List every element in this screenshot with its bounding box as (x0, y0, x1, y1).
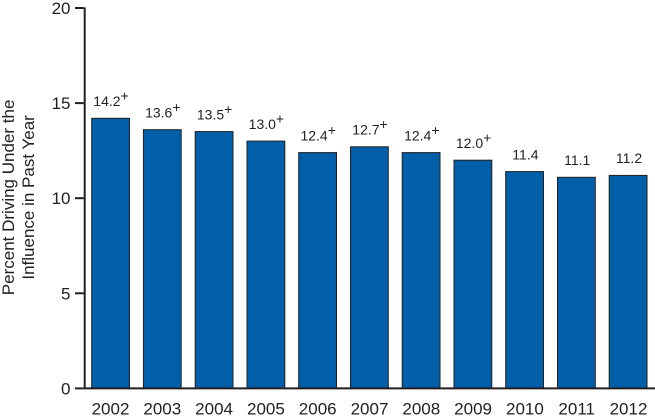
svg-text:15: 15 (52, 94, 71, 113)
svg-text:13.0+: 13.0+ (249, 110, 284, 131)
svg-text:2008: 2008 (402, 399, 440, 418)
svg-text:5: 5 (61, 284, 70, 303)
svg-text:2007: 2007 (351, 399, 389, 418)
svg-text:2004: 2004 (195, 399, 233, 418)
svg-text:2012: 2012 (610, 399, 648, 418)
svg-text:2002: 2002 (92, 399, 130, 418)
svg-text:13.5+: 13.5+ (197, 101, 232, 122)
svg-text:Percent Driving Under the: Percent Driving Under the (0, 100, 18, 296)
svg-text:12.4+: 12.4+ (300, 122, 335, 143)
svg-text:2011: 2011 (558, 399, 595, 418)
svg-text:2009: 2009 (454, 399, 492, 418)
svg-text:12.7+: 12.7+ (352, 116, 387, 137)
svg-text:2003: 2003 (143, 399, 181, 418)
svg-text:Influence in Past Year: Influence in Past Year (19, 115, 38, 280)
svg-text:2010: 2010 (506, 399, 544, 418)
svg-text:12.0+: 12.0+ (456, 130, 491, 151)
svg-text:20: 20 (52, 0, 71, 18)
svg-text:14.2+: 14.2+ (93, 88, 128, 109)
svg-text:2005: 2005 (247, 399, 285, 418)
svg-text:11.4: 11.4 (512, 146, 538, 162)
svg-text:11.2: 11.2 (616, 150, 642, 166)
svg-text:12.4+: 12.4+ (404, 122, 439, 143)
svg-text:11.1: 11.1 (564, 152, 590, 168)
svg-text:13.6+: 13.6+ (145, 99, 180, 120)
svg-text:10: 10 (52, 189, 71, 208)
svg-text:2006: 2006 (299, 399, 337, 418)
svg-text:0: 0 (61, 379, 70, 398)
